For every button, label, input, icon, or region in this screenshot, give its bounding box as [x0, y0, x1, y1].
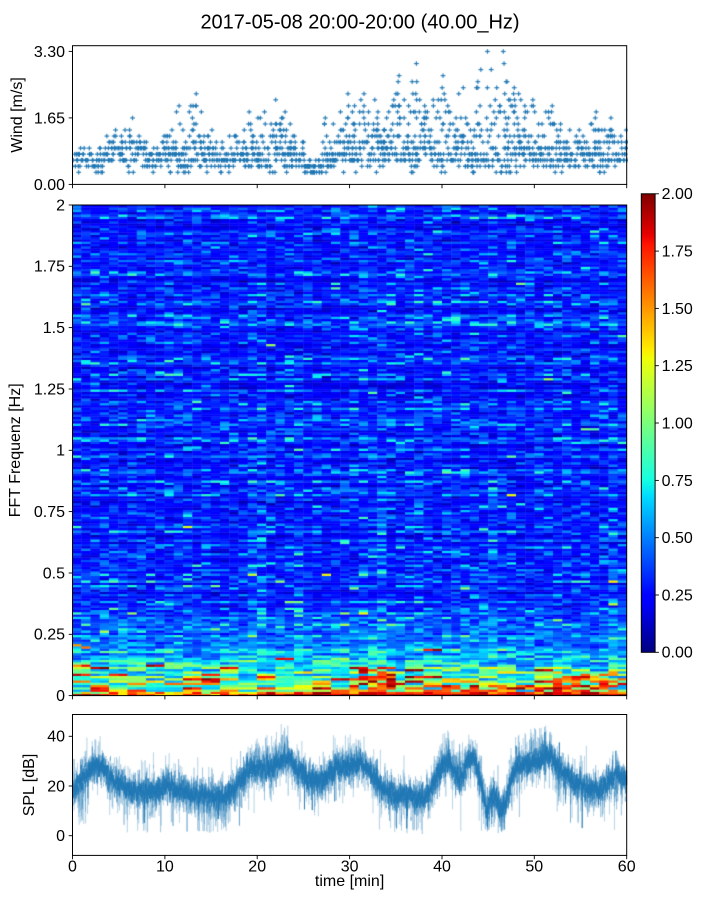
svg-text:1: 1: [56, 443, 65, 460]
svg-text:1.50: 1.50: [662, 301, 693, 318]
svg-text:1.75: 1.75: [34, 259, 65, 276]
svg-text:time [min]: time [min]: [315, 873, 384, 890]
svg-text:0.75: 0.75: [662, 473, 693, 490]
svg-text:0.00: 0.00: [662, 645, 693, 662]
svg-text:10: 10: [156, 859, 174, 876]
svg-text:20: 20: [248, 859, 266, 876]
svg-text:0: 0: [56, 688, 65, 705]
svg-text:50: 50: [525, 859, 543, 876]
svg-text:0.75: 0.75: [34, 504, 65, 521]
svg-text:60: 60: [618, 859, 636, 876]
svg-text:1.65: 1.65: [34, 110, 65, 127]
svg-text:0: 0: [56, 828, 65, 845]
svg-text:0.25: 0.25: [662, 587, 693, 604]
svg-text:Wind [m/s]: Wind [m/s]: [9, 77, 26, 153]
svg-text:2.00: 2.00: [662, 186, 693, 203]
svg-text:2017-05-08 20:00-20:00 (40.00_: 2017-05-08 20:00-20:00 (40.00_Hz): [200, 12, 519, 34]
svg-text:0.00: 0.00: [34, 177, 65, 194]
svg-text:30: 30: [341, 859, 359, 876]
svg-text:1.75: 1.75: [662, 244, 693, 261]
svg-text:0.5: 0.5: [43, 565, 65, 582]
svg-text:0: 0: [68, 859, 77, 876]
svg-text:3.30: 3.30: [34, 44, 65, 61]
svg-text:1.00: 1.00: [662, 415, 693, 432]
svg-text:1.5: 1.5: [43, 320, 65, 337]
svg-text:SPL [dB]: SPL [dB]: [21, 754, 38, 817]
svg-text:40: 40: [433, 859, 451, 876]
svg-text:2: 2: [56, 197, 65, 214]
svg-text:20: 20: [47, 778, 65, 795]
svg-text:1.25: 1.25: [662, 358, 693, 375]
svg-text:0.50: 0.50: [662, 530, 693, 547]
svg-text:1.25: 1.25: [34, 381, 65, 398]
svg-text:0.25: 0.25: [34, 627, 65, 644]
svg-text:40: 40: [47, 729, 65, 746]
svg-text:FFT Frequenz [Hz]: FFT Frequenz [Hz]: [7, 383, 24, 517]
